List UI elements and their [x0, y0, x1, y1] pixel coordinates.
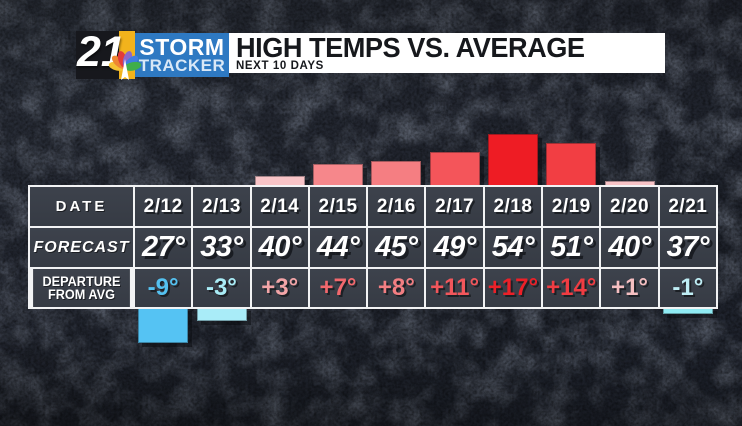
departure-cell: +17°	[484, 269, 542, 307]
departure-cell: +11°	[426, 269, 483, 307]
forecast-cell: 27°	[135, 228, 192, 267]
forecast-cell: 37°	[659, 228, 716, 267]
row-label-date: DATE	[30, 187, 133, 226]
temps-table: DATE 2/12 2/13 2/14 2/15 2/16 2/17 2/18 2/19 2/2…	[28, 185, 718, 309]
nbc-peacock-icon	[108, 51, 142, 80]
page-title: HIGH TEMPS VS. AVERAGE	[236, 32, 585, 63]
departure-bar	[488, 134, 538, 186]
date-cell: 2/21	[659, 187, 716, 226]
date-cell: 2/15	[309, 187, 367, 226]
date-cell: 2/19	[543, 187, 600, 226]
departure-cell: +14°	[543, 269, 600, 307]
storm-tracker-logo: STORM TRACKER	[135, 33, 229, 77]
departure-cell: -9°	[135, 269, 192, 307]
title-band: HIGH TEMPS VS. AVERAGE NEXT 10 DAYS	[229, 33, 665, 73]
date-cell: 2/17	[426, 187, 483, 226]
forecast-cell: 40°	[601, 228, 658, 267]
brand-line-storm: STORM	[139, 33, 225, 60]
departure-cell: +3°	[251, 269, 308, 307]
forecast-cell: 44°	[309, 228, 367, 267]
row-label-forecast: FORECAST	[30, 228, 133, 267]
date-cell: 2/16	[368, 187, 425, 226]
departure-bar	[196, 307, 247, 321]
row-label-departure: DEPARTURE FROM AVG	[33, 269, 130, 307]
departure-cell: -1°	[659, 269, 716, 307]
forecast-cell: 49°	[426, 228, 483, 267]
date-cell: 2/14	[251, 187, 308, 226]
departure-cell: +8°	[368, 269, 425, 307]
departure-bar	[138, 307, 189, 343]
departure-bar	[546, 143, 597, 186]
departure-cell: -3°	[193, 269, 250, 307]
departure-cell: +7°	[309, 269, 367, 307]
forecast-cell: 33°	[193, 228, 250, 267]
date-cell: 2/13	[193, 187, 250, 226]
date-cell: 2/20	[601, 187, 658, 226]
brand-line-tracker: TRACKER	[138, 55, 226, 75]
forecast-cell: 51°	[543, 228, 600, 267]
departure-bar	[429, 152, 480, 186]
departure-cell: +1°	[601, 269, 658, 307]
date-cell: 2/12	[135, 187, 192, 226]
forecast-cell: 45°	[368, 228, 425, 267]
departure-bar	[313, 164, 364, 186]
departure-bar	[371, 161, 422, 186]
forecast-cell: 40°	[251, 228, 308, 267]
date-cell: 2/18	[484, 187, 542, 226]
forecast-cell: 54°	[484, 228, 542, 267]
